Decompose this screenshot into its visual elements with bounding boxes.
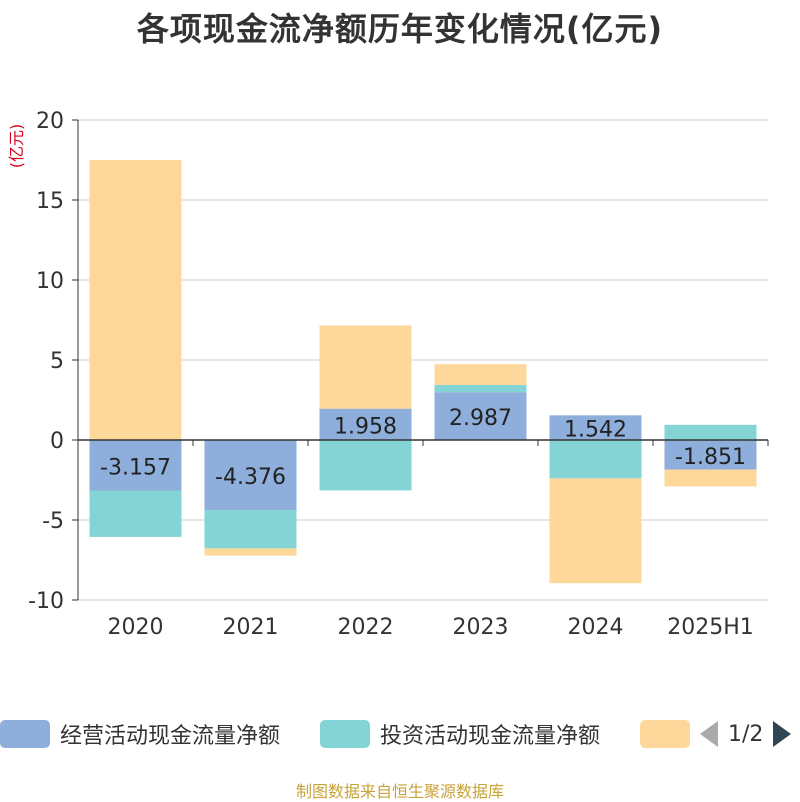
legend-page-indicator: 1/2: [728, 721, 764, 747]
data-label-2020: -3.157: [100, 455, 171, 480]
y-tick-label: 20: [36, 109, 64, 134]
bar-3-2023: [434, 364, 527, 386]
chart-title: 各项现金流净额历年变化情况(亿元): [136, 10, 664, 48]
legend-label-investing: 投资活动现金流量净额: [380, 724, 601, 749]
x-tick-label: 2021: [223, 615, 279, 640]
next-page-arrow-icon[interactable]: [773, 721, 792, 747]
y-tick-label: 10: [36, 269, 64, 294]
bar-2-2020: [89, 490, 182, 537]
bar-1-2025H1: [664, 440, 757, 470]
data-label-2021: -4.376: [215, 465, 286, 490]
data-label-2024: 1.542: [564, 418, 627, 443]
data-label-2025H1: -1.851: [675, 445, 746, 470]
bar-3-2021: [204, 548, 297, 556]
bar-1-2021: [204, 440, 297, 511]
y-tick-label: 0: [50, 429, 64, 454]
bar-3-2022: [319, 325, 412, 409]
data-label-2023: 2.987: [449, 406, 512, 431]
legend-pager: 1/2: [700, 712, 792, 756]
bar-1-2022: [319, 408, 412, 440]
y-tick-label: 15: [36, 189, 64, 214]
data-label-2022: 1.958: [334, 414, 397, 439]
bar-2-2022: [319, 440, 412, 491]
legend-item-operating[interactable]: 经营活动现金流量净额: [0, 712, 280, 756]
source-note: 制图数据来自恒生聚源数据库: [295, 782, 504, 801]
legend-item-investing[interactable]: 投资活动现金流量净额: [320, 712, 600, 756]
legend-swatch-investing: [320, 720, 370, 748]
bar-1-2020: [89, 440, 182, 491]
legend-label-operating: 经营活动现金流量净额: [60, 724, 281, 749]
bar-3-2020: [89, 160, 182, 440]
legend: 经营活动现金流量净额 投资活动现金流量净额 1/2: [0, 712, 800, 756]
y-tick-label: 5: [50, 349, 64, 374]
bar-1-2024: [549, 415, 642, 440]
y-axis-label: (亿元): [7, 124, 26, 169]
bar-2-2021: [204, 510, 297, 549]
bar-3-2024: [549, 478, 642, 584]
bar-2-2023: [434, 385, 527, 393]
chart-canvas: 20 15 10 5 0 -5 -10 (亿元) -3.157 -4.376 1.958 2.987 1…: [7, 109, 769, 640]
y-tick-label: -10: [28, 589, 64, 614]
bar-3-2025H1: [664, 469, 757, 487]
x-tick-label: 2025H1: [667, 615, 754, 640]
bar-2-2024: [549, 440, 642, 479]
legend-item-third-series[interactable]: [640, 712, 690, 756]
y-tick-label: -5: [42, 509, 64, 534]
legend-swatch-operating: [0, 720, 50, 748]
bar-1-2023: [434, 392, 527, 440]
x-tick-label: 2022: [338, 615, 394, 640]
prev-page-arrow-icon[interactable]: [700, 721, 718, 747]
x-tick-label: 2020: [108, 615, 164, 640]
bar-2-2025H1: [664, 424, 757, 440]
x-tick-label: 2024: [568, 615, 624, 640]
x-tick-label: 2023: [453, 615, 509, 640]
legend-swatch-third-series: [640, 720, 690, 748]
